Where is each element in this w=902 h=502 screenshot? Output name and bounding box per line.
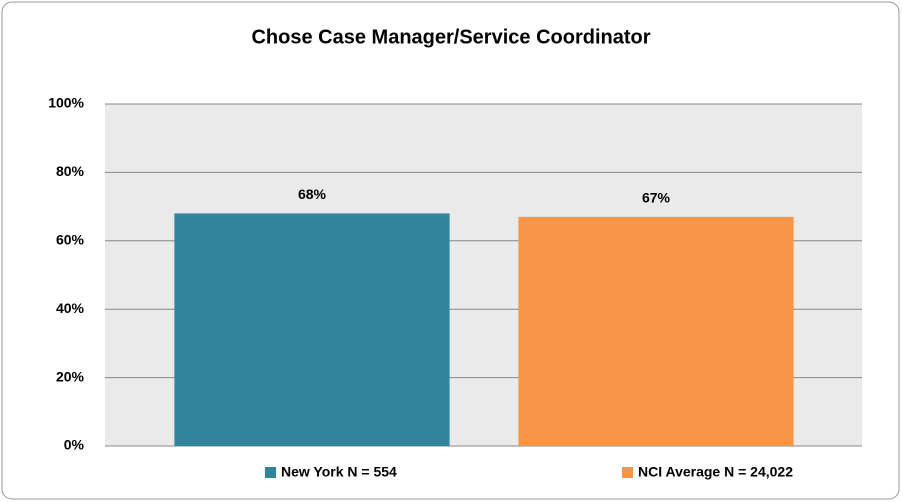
y-tick-label: 60% [56,232,85,248]
legend-label: New York N = 554 [281,464,397,480]
bar [174,213,450,446]
y-tick-label: 40% [56,300,85,316]
value-label: 67% [642,190,671,206]
legend-swatch [622,467,633,478]
y-tick-label: 80% [56,163,85,179]
legend-label: NCI Average N = 24,022 [638,464,793,480]
chart-title: Chose Case Manager/Service Coordinator [251,26,650,48]
y-tick-label: 100% [48,95,84,111]
y-tick-label: 0% [64,437,85,453]
value-label: 68% [298,186,327,202]
legend-swatch [265,467,276,478]
bar [518,216,794,446]
y-tick-label: 20% [56,368,85,384]
